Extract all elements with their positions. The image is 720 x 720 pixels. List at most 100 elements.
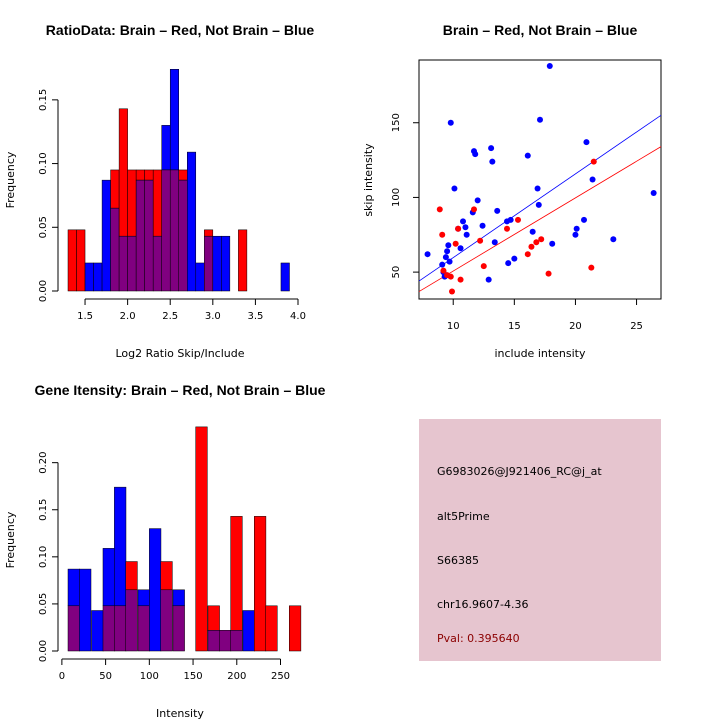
scatter-point-not-brain: [589, 176, 596, 183]
scatter-y-axis-label: skip intensity: [362, 143, 375, 217]
probe-id-text: G6983026@J921406_RC@j_at: [437, 465, 602, 478]
scatter-point-not-brain: [537, 116, 543, 123]
scatter-point-not-brain: [463, 231, 470, 238]
ratio-bar-not-brain: [169, 69, 179, 171]
scatter-point-brain: [524, 251, 531, 258]
info-panel: G6983026@J921406_RC@j_at alt5Prime S6638…: [419, 419, 661, 661]
intensity-bar-brain: [254, 516, 267, 652]
scatter-point-brain: [533, 239, 540, 246]
scatter-point-brain: [528, 243, 535, 250]
scatter-point-not-brain: [491, 239, 498, 246]
scatter-point-not-brain: [650, 189, 657, 196]
ratio-bar-not-brain: [212, 235, 222, 292]
scatter-point-not-brain: [529, 228, 536, 235]
ratio-bars: [67, 69, 290, 292]
ratio-y-tick-label: 0.05: [38, 216, 49, 238]
scatter-point-brain: [538, 236, 545, 243]
intensity-x-tick-label: 150: [184, 671, 203, 682]
ratio-bar-overlap: [135, 179, 145, 292]
scatter-point-not-brain: [535, 201, 542, 208]
scatter-fit-line-red: [418, 146, 662, 292]
ratio-bar-brain: [76, 229, 86, 292]
accession-text: S66385: [437, 554, 479, 567]
scatter-point-brain: [471, 206, 477, 213]
scatter-point-brain: [588, 264, 595, 271]
ratio-bar-brain: [238, 229, 248, 292]
scatter-point-not-brain: [583, 139, 590, 146]
intensity-x-tick-label: 250: [271, 671, 290, 682]
intensity-y-axis-label: Frequency: [4, 511, 17, 568]
ratio-bar-brain: [110, 169, 120, 209]
intensity-bar-overlap: [102, 605, 115, 652]
event-type-text: alt5Prime: [437, 510, 490, 523]
ratio-histogram: RatioData: Brain – Red, Not Brain – Blue…: [4, 22, 314, 360]
ratio-bar-brain: [67, 229, 77, 292]
scatter-point-not-brain: [472, 151, 479, 158]
scatter-fit-line-blue: [418, 114, 662, 282]
intensity-bar-not-brain: [114, 486, 127, 607]
ratio-x-tick-label: 3.0: [205, 311, 221, 322]
intensity-bar-brain: [125, 561, 138, 591]
scatter-point-not-brain: [444, 248, 451, 255]
scatter-point-brain: [436, 206, 443, 213]
ratio-bar-brain: [135, 169, 145, 181]
scatter-point-not-brain: [447, 119, 454, 126]
scatter-point-brain: [515, 216, 521, 223]
intensity-y-tick-label: 0.20: [38, 452, 49, 474]
ratio-bar-overlap: [152, 235, 162, 292]
scatter-point-brain: [545, 270, 552, 277]
intensity-scatter-plot: Brain – Red, Not Brain – Blue include in…: [362, 22, 662, 360]
scatter-point-not-brain: [549, 240, 556, 247]
intensity-bar-not-brain: [149, 528, 162, 652]
intensity-x-tick-label: 50: [99, 671, 112, 682]
scatter-point-not-brain: [581, 216, 587, 223]
scatter-point-not-brain: [424, 251, 431, 258]
scatter-y-tick-label: 150: [391, 113, 402, 132]
intensity-x-tick-label: 100: [140, 671, 159, 682]
scatter-point-not-brain: [446, 258, 453, 265]
scatter-point-not-brain: [505, 260, 512, 267]
ratio-bar-overlap: [178, 179, 188, 292]
ratio-x-axis-label: Log2 Ratio Skip/Include: [115, 347, 244, 360]
intensity-x-tick-label: 200: [227, 671, 246, 682]
scatter-point-not-brain: [494, 207, 501, 214]
scatter-point-brain: [452, 240, 459, 247]
intensity-bar-not-brain: [242, 610, 255, 652]
intensity-bar-overlap: [114, 605, 127, 652]
ratio-bar-not-brain: [101, 179, 111, 292]
ratio-y-tick-label: 0.15: [38, 89, 49, 111]
intensity-bar-not-brain: [102, 548, 115, 607]
scatter-point-not-brain: [507, 216, 514, 223]
ratio-bar-overlap: [169, 169, 179, 292]
scatter-point-not-brain: [572, 231, 579, 238]
scatter-point-not-brain: [534, 185, 541, 192]
intensity-axes: 0 50 100 150 200 250 0.00 0.05 0.10 0.15 0.20: [38, 452, 290, 682]
ratio-axes: 1.5 2.0 2.5 3.0 3.5 4.0 0.00 0.05 0.10 0.15: [38, 89, 306, 322]
intensity-chart-title: Gene Itensity: Brain – Red, Not Brain – …: [35, 382, 326, 398]
ratio-bar-not-brain: [161, 125, 171, 171]
intensity-bars: [67, 426, 302, 652]
scatter-point-not-brain: [573, 225, 580, 232]
ratio-x-tick-label: 2.0: [120, 311, 136, 322]
ratio-bar-brain: [118, 108, 128, 237]
ratio-bar-overlap: [161, 169, 171, 292]
scatter-point-not-brain: [610, 236, 617, 243]
scatter-point-brain: [455, 225, 462, 232]
ratio-y-axis-label: Frequency: [4, 151, 17, 208]
scatter-x-tick-label: 20: [569, 321, 582, 332]
ratio-bar-not-brain: [221, 235, 231, 292]
intensity-bar-not-brain: [79, 568, 92, 652]
ratio-bar-not-brain: [280, 262, 290, 292]
intensity-bar-overlap: [125, 589, 138, 652]
ratio-bar-overlap: [204, 235, 214, 292]
scatter-point-not-brain: [460, 218, 466, 225]
scatter-point-not-brain: [474, 197, 481, 204]
intensity-bar-overlap: [219, 630, 232, 652]
intensity-y-tick-label: 0.10: [38, 546, 49, 568]
ratio-x-tick-label: 4.0: [290, 311, 306, 322]
scatter-point-not-brain: [489, 158, 496, 165]
scatter-point-not-brain: [439, 261, 446, 268]
intensity-x-tick-label: 0: [59, 671, 65, 682]
location-text: chr16.9607-4.36: [437, 598, 529, 611]
